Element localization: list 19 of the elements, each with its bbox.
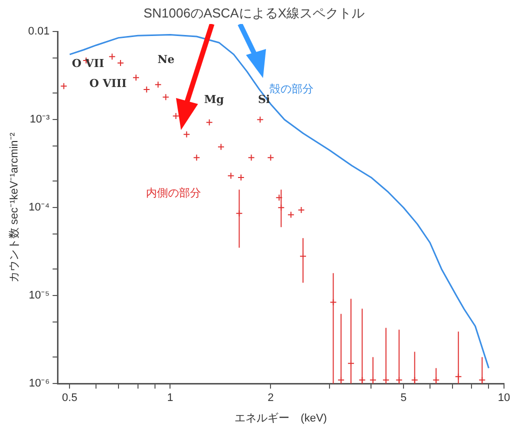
text: 内側の部分	[146, 186, 201, 200]
annotation: O VIII	[89, 76, 127, 90]
x-tick-label: 2	[268, 392, 274, 404]
series-label: 殻の部分	[269, 82, 314, 96]
y-tick-label: 10⁻⁶	[28, 378, 50, 390]
annotation: O VII	[72, 56, 104, 70]
x-tick-label: 10	[498, 392, 510, 404]
x-tick-label: 5	[400, 392, 407, 404]
x-tick-label: 0.5	[62, 392, 78, 404]
annotation: Ne	[157, 52, 175, 66]
y-tick-label: 10⁻⁵	[28, 290, 50, 302]
y-axis-title: カウント数 sec⁻¹keV⁻¹arcmin⁻²	[8, 132, 21, 283]
x-axis-title: エネルギー (keV)	[234, 412, 327, 424]
y-tick-label: 10⁻⁴	[28, 202, 50, 214]
y-tick-label: 0.01	[28, 26, 50, 38]
y-tick-label: 10⁻³	[30, 114, 50, 126]
chart-title: SN1006のASCAによるX線スペクトル	[143, 5, 365, 20]
x-tick-label: 1	[167, 392, 174, 404]
annotation: Mg	[204, 92, 224, 106]
